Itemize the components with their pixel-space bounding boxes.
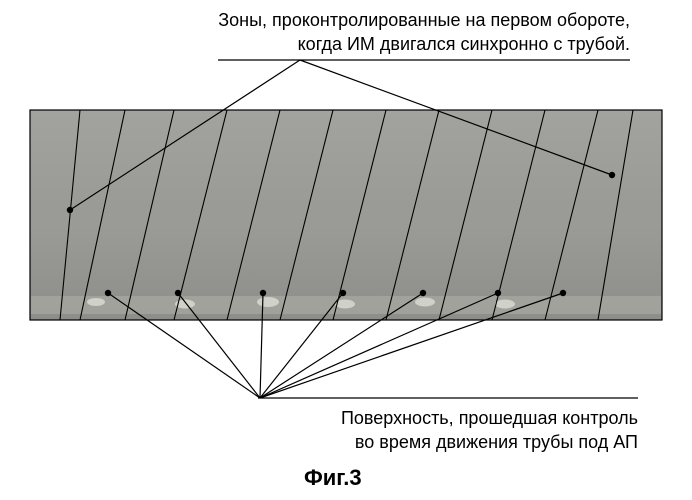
shine-spot (257, 297, 279, 307)
bottom-leader-dot (260, 290, 266, 296)
bottom-leader-dot (560, 290, 566, 296)
shine-spot (415, 298, 435, 307)
diagram-container: Зоны, проконтролированные на первом обор… (0, 0, 692, 500)
shine-spot (495, 300, 515, 309)
bottom-leader-dot (420, 290, 426, 296)
bottom-leader-dot (175, 290, 181, 296)
bottom-leader-dot (495, 290, 501, 296)
pipe-body (30, 110, 662, 320)
bottom-leader-dot (105, 290, 111, 296)
diagram-svg (0, 0, 692, 500)
top-leader-dot (609, 172, 615, 178)
bottom-leader-dot (340, 290, 346, 296)
top-leader-dot (67, 207, 73, 213)
shine-spot (87, 298, 105, 306)
